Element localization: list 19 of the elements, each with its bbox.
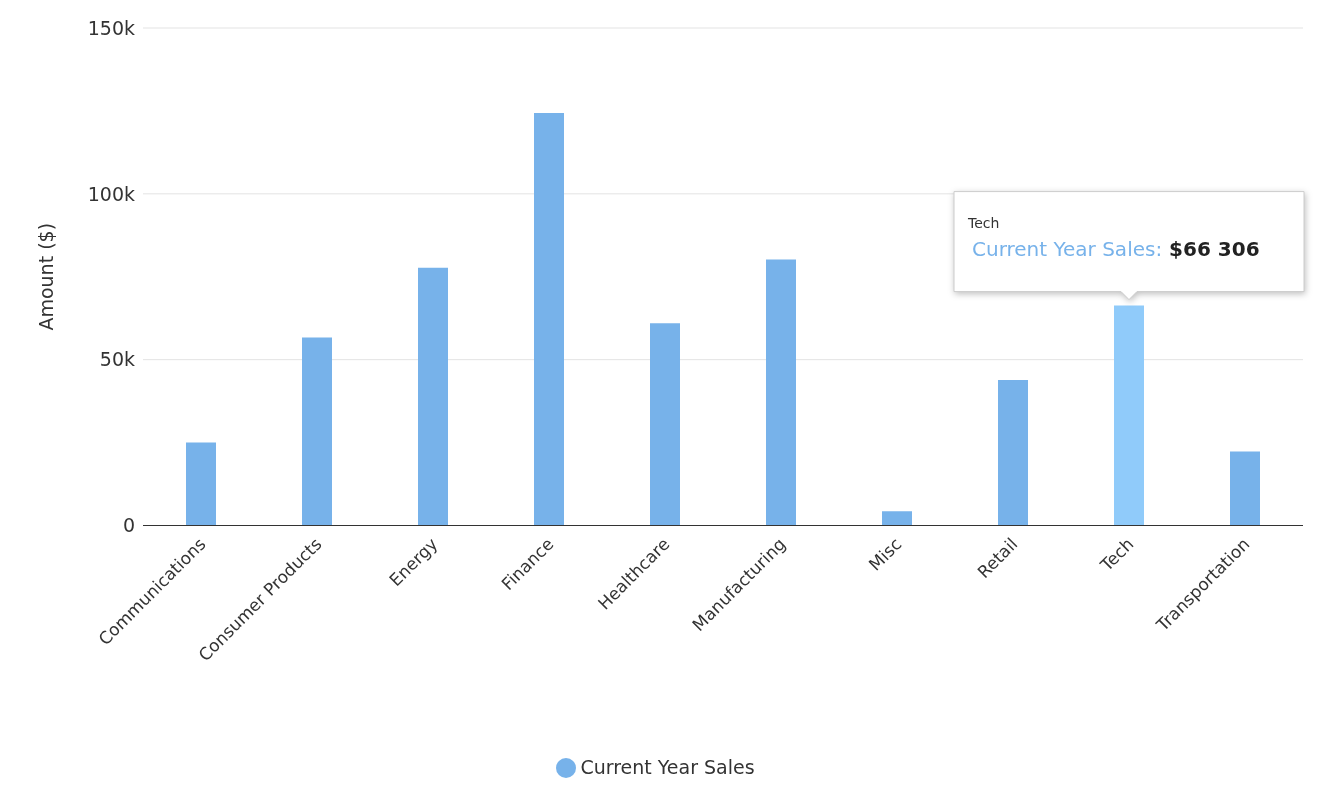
bar bbox=[534, 112, 564, 526]
bar bbox=[766, 259, 796, 526]
annotation: Current Year Sales: $66 306 bbox=[972, 236, 1260, 261]
annotation: Tech bbox=[967, 214, 1000, 231]
y-tick-label: 100k bbox=[87, 182, 135, 205]
bar bbox=[418, 267, 448, 526]
bar bbox=[302, 337, 332, 526]
bar bbox=[1114, 305, 1144, 526]
y-axis-title: Amount ($) bbox=[34, 222, 57, 331]
bar bbox=[186, 442, 216, 526]
legend-label: Current Year Sales bbox=[580, 755, 755, 778]
bar bbox=[1230, 451, 1260, 526]
tooltip-callout: Tech Current Year Sales: $66 306 bbox=[953, 191, 1305, 301]
y-tick-label: 0 bbox=[122, 514, 135, 537]
bar bbox=[998, 379, 1028, 526]
y-tick-label: 50k bbox=[99, 348, 135, 371]
bar bbox=[882, 511, 912, 526]
bar bbox=[650, 323, 680, 526]
y-tick-label: 150k bbox=[87, 16, 135, 39]
